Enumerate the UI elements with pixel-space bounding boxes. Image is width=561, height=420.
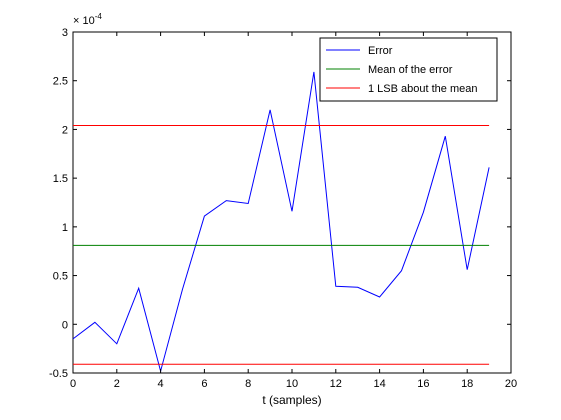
y-tick-label: -0.5: [49, 368, 68, 380]
x-tick-label: 12: [330, 378, 342, 390]
series-layer: [72, 71, 490, 374]
y-tick-label: 3: [62, 27, 68, 39]
x-tick-label: 18: [461, 378, 473, 390]
x-tick-label: 20: [505, 378, 517, 390]
legend-label: Mean of the error: [368, 64, 453, 76]
y-tick-label: 2: [62, 124, 68, 136]
y-tick-label: 1: [62, 222, 68, 234]
x-tick-label: 2: [114, 378, 120, 390]
x-tick-label: 8: [245, 378, 251, 390]
legend: Error Mean of the error 1 LSB about the me…: [319, 37, 498, 102]
legend-label: 1 LSB about the mean: [368, 83, 477, 95]
x-tick-label: 4: [158, 378, 164, 390]
series-line-0: [72, 71, 490, 374]
x-tick-label: 16: [417, 378, 429, 390]
x-tick-label: 10: [286, 378, 298, 390]
x-tick-label: 6: [201, 378, 207, 390]
legend-label: Error: [368, 45, 393, 57]
y-exponent-label: × 10-4: [73, 12, 102, 27]
y-tick-label: 0: [62, 319, 68, 331]
x-tick-label: 14: [373, 378, 385, 390]
y-tick-label: 1.5: [53, 173, 68, 185]
ticks-layer: 0 2 4 6 8 10 12 14 16 18 20-0.500.511.522.53: [49, 27, 517, 390]
y-tick-label: 0.5: [53, 271, 68, 283]
x-tick-label: 0: [70, 378, 76, 390]
y-tick-label: 2.5: [53, 76, 68, 88]
x-axis-label: t (samples): [262, 393, 321, 407]
